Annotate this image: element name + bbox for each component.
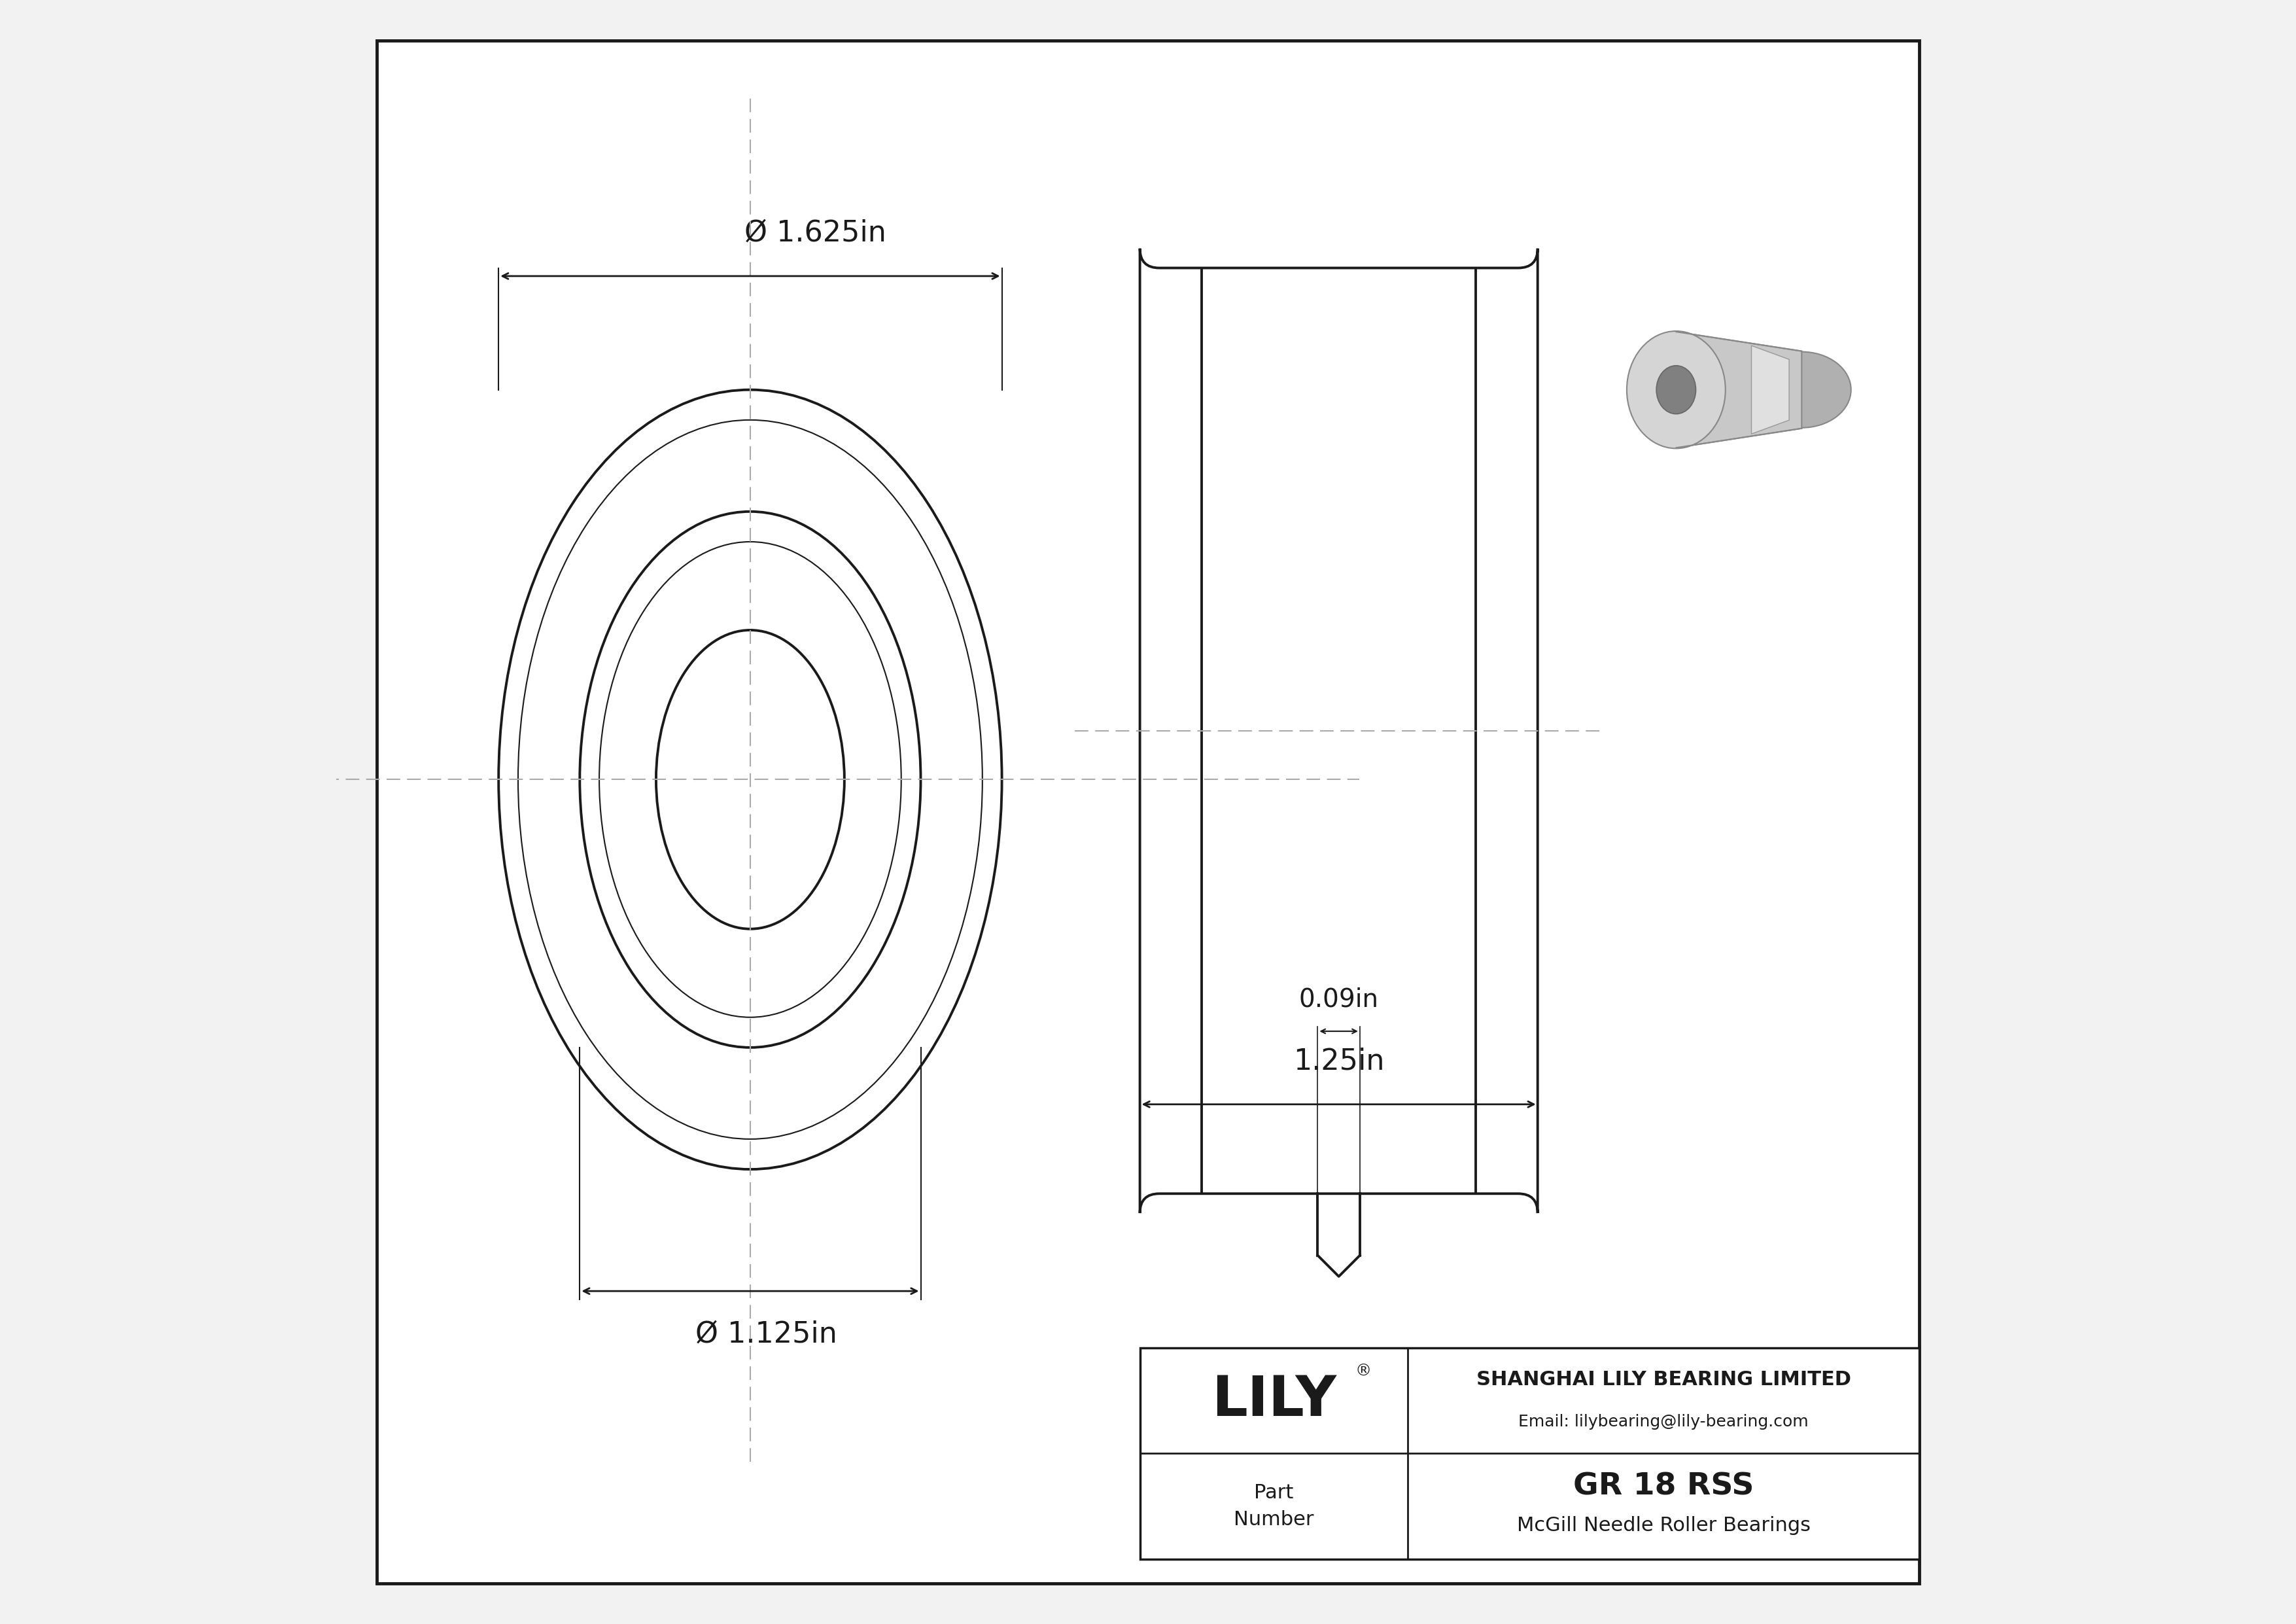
Text: SHANGHAI LILY BEARING LIMITED: SHANGHAI LILY BEARING LIMITED — [1476, 1371, 1851, 1389]
Text: Ø 1.625in: Ø 1.625in — [744, 219, 886, 247]
Text: GR 18 RSS: GR 18 RSS — [1573, 1471, 1754, 1502]
Text: Email: lilybearing@lily-bearing.com: Email: lilybearing@lily-bearing.com — [1518, 1415, 1809, 1429]
Ellipse shape — [1752, 352, 1851, 427]
Text: LILY: LILY — [1212, 1374, 1336, 1427]
Text: Ø 1.125in: Ø 1.125in — [696, 1320, 838, 1348]
Ellipse shape — [1655, 365, 1697, 414]
Text: Part
Number: Part Number — [1233, 1483, 1313, 1530]
Ellipse shape — [1628, 331, 1724, 448]
Bar — [1139, 268, 1538, 1194]
Polygon shape — [1676, 331, 1802, 448]
Text: McGill Needle Roller Bearings: McGill Needle Roller Bearings — [1518, 1517, 1809, 1535]
Text: 0.09in: 0.09in — [1300, 987, 1378, 1012]
Text: 1.25in: 1.25in — [1293, 1047, 1384, 1075]
Ellipse shape — [599, 542, 902, 1017]
Ellipse shape — [519, 421, 983, 1138]
Text: ®: ® — [1355, 1364, 1371, 1379]
Polygon shape — [1752, 346, 1789, 434]
FancyBboxPatch shape — [1139, 248, 1538, 1213]
Ellipse shape — [581, 512, 921, 1047]
Ellipse shape — [657, 630, 845, 929]
Bar — [482, 374, 1017, 1186]
Ellipse shape — [498, 390, 1001, 1169]
Bar — [1139, 1348, 1919, 1559]
